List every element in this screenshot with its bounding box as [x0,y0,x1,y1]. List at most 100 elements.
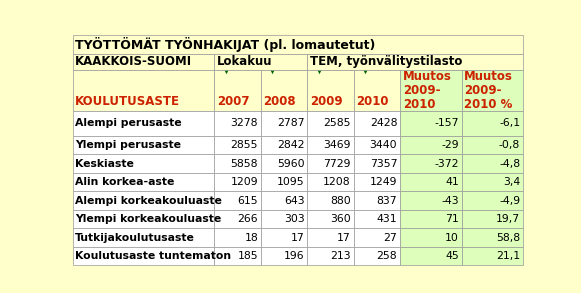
Text: 880: 880 [330,195,351,205]
Bar [307,110,354,136]
Bar [261,210,307,228]
Bar [400,154,462,173]
Text: 2007: 2007 [217,95,250,108]
Text: 7357: 7357 [370,159,397,168]
Bar [261,191,307,210]
Text: TEM, työnvälitystilasto: TEM, työnvälitystilasto [310,55,462,68]
Text: -43: -43 [442,195,459,205]
Text: 837: 837 [376,195,397,205]
Text: 19,7: 19,7 [496,214,520,224]
Text: 5858: 5858 [231,159,258,168]
Text: 2855: 2855 [231,140,258,150]
Text: Keskiaste: Keskiaste [76,159,134,168]
Bar [307,70,354,110]
Bar [462,154,523,173]
Text: -372: -372 [435,159,459,168]
Text: 615: 615 [238,195,258,205]
Text: 17: 17 [290,233,304,243]
Text: 58,8: 58,8 [496,233,520,243]
Text: 1209: 1209 [231,177,258,187]
Text: Lokakuu: Lokakuu [217,55,272,68]
Bar [400,70,462,110]
Bar [462,173,523,191]
Bar [354,136,400,154]
Bar [73,173,214,191]
Bar [73,110,214,136]
Text: Alin korkea-aste: Alin korkea-aste [76,177,175,187]
Bar [400,191,462,210]
Bar [261,70,307,110]
Text: 41: 41 [445,177,459,187]
Bar [73,136,214,154]
Bar [73,191,214,210]
Bar [307,191,354,210]
Bar [400,210,462,228]
Bar [261,247,307,265]
Bar [462,247,523,265]
Text: 431: 431 [376,214,397,224]
Bar [462,228,523,247]
Bar [354,210,400,228]
Bar [214,154,261,173]
Text: 71: 71 [445,214,459,224]
Bar [354,191,400,210]
Bar [214,136,261,154]
Bar [214,210,261,228]
Bar [214,191,261,210]
Text: 7729: 7729 [324,159,351,168]
Text: Koulutusaste tuntematon: Koulutusaste tuntematon [76,251,231,261]
Text: 196: 196 [284,251,304,261]
Text: -29: -29 [442,140,459,150]
Bar [462,191,523,210]
Bar [307,247,354,265]
Bar [73,247,214,265]
Text: Alempi perusaste: Alempi perusaste [76,118,182,128]
Bar [462,210,523,228]
Text: 2585: 2585 [324,118,351,128]
Text: 213: 213 [330,251,351,261]
Text: -157: -157 [435,118,459,128]
Bar [354,70,400,110]
Text: 18: 18 [245,233,258,243]
Text: 266: 266 [238,214,258,224]
Bar [307,210,354,228]
Text: TYÖTTÖMÄT TYÖNHAKIJAT (pl. lomautetut): TYÖTTÖMÄT TYÖNHAKIJAT (pl. lomautetut) [76,37,376,52]
Bar [354,228,400,247]
Text: 3278: 3278 [231,118,258,128]
Text: 2842: 2842 [277,140,304,150]
Text: -6,1: -6,1 [499,118,520,128]
Text: 1208: 1208 [323,177,351,187]
Text: 258: 258 [376,251,397,261]
Text: Ylempi perusaste: Ylempi perusaste [76,140,181,150]
Bar [73,54,214,70]
Bar [73,228,214,247]
Bar [73,154,214,173]
Text: 3,4: 3,4 [503,177,520,187]
Bar [400,110,462,136]
Bar [400,173,462,191]
Text: 2428: 2428 [370,118,397,128]
Bar [462,70,523,110]
Text: 3440: 3440 [370,140,397,150]
Text: 2008: 2008 [264,95,296,108]
Bar [462,110,523,136]
Bar [400,247,462,265]
Bar [261,110,307,136]
Bar [73,210,214,228]
Bar [307,173,354,191]
Text: Ylempi korkeakouluaste: Ylempi korkeakouluaste [76,214,221,224]
Text: KAAKKOIS-SUOMI: KAAKKOIS-SUOMI [76,55,192,68]
Text: Alempi korkeakouluaste: Alempi korkeakouluaste [76,195,222,205]
Bar [307,154,354,173]
Text: 1249: 1249 [370,177,397,187]
Text: -0,8: -0,8 [499,140,520,150]
Bar [400,136,462,154]
Bar [214,228,261,247]
Bar [214,173,261,191]
Bar [261,228,307,247]
Bar [354,110,400,136]
Text: 5960: 5960 [277,159,304,168]
Bar [73,35,523,54]
Text: 303: 303 [284,214,304,224]
Text: 2009: 2009 [310,95,343,108]
